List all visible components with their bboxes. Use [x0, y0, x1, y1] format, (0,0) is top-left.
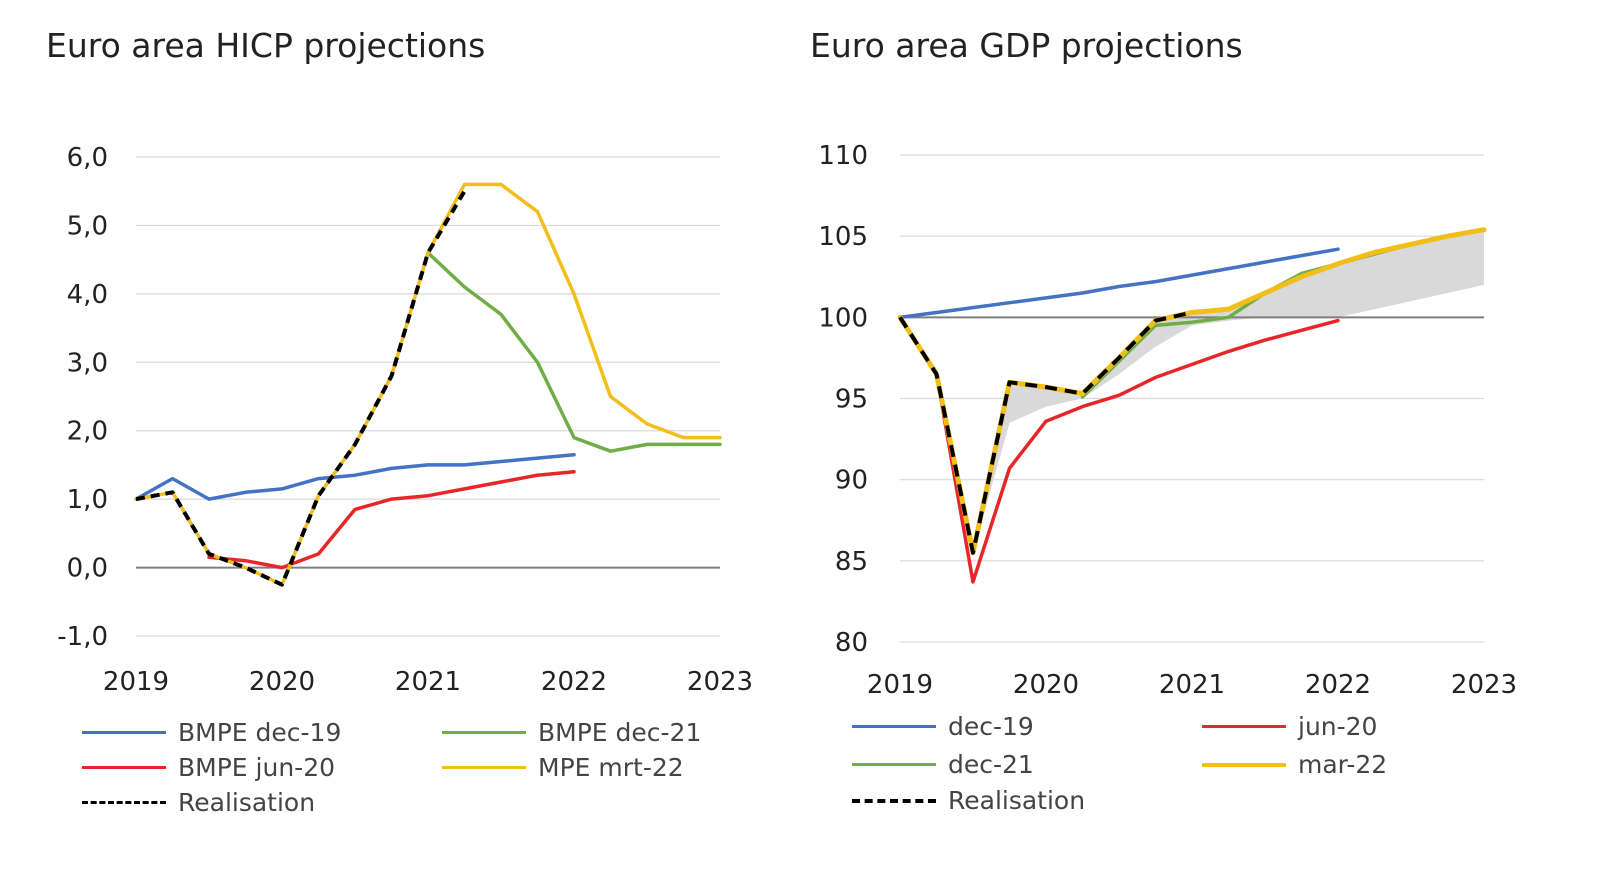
y-tick-label: 90: [835, 466, 868, 496]
series-line-bmpe-dec-21: [426, 251, 722, 453]
x-tick-label: 2019: [103, 667, 169, 697]
legend-label: BMPE dec-19: [178, 718, 342, 747]
y-tick-label: 80: [835, 628, 868, 658]
y-tick-label: 0,0: [67, 554, 108, 584]
legend-item-dec-19: dec-19: [852, 712, 1034, 741]
y-tick-label: 5,0: [67, 211, 108, 241]
gdp-chart: 80 85 90 95 100 105 110 2019 2020 2021 2022 2023: [818, 141, 1517, 700]
legend-label: BMPE dec-21: [538, 718, 702, 747]
x-tick-label: 2019: [867, 670, 933, 700]
hicp-chart-title: Euro area HICP projections: [46, 26, 486, 65]
legend-label: mar-22: [1298, 750, 1388, 779]
y-tick-label: 105: [818, 222, 868, 252]
y-tick-label: 95: [835, 385, 868, 415]
legend-label: jun-20: [1298, 712, 1378, 741]
legend-swatch: [852, 725, 936, 728]
y-tick-label: -1,0: [57, 622, 108, 652]
y-tick-label: 85: [835, 547, 868, 577]
gdp-chart-title: Euro area GDP projections: [810, 26, 1243, 65]
x-tick-label: 2023: [687, 667, 753, 697]
legend-item-dec-21: dec-21: [852, 750, 1034, 779]
legend-item-jun-20: jun-20: [1202, 712, 1377, 741]
y-tick-label: 4,0: [67, 280, 108, 310]
legend-item-realisation: Realisation: [82, 788, 315, 817]
series-line-bmpe-jun-20: [207, 470, 576, 570]
legend-label: Realisation: [178, 788, 316, 817]
y-tick-label: 6,0: [67, 143, 108, 173]
legend-item-mpe-mrt-22: MPE mrt-22: [442, 753, 684, 782]
legend-item-realisation: Realisation: [852, 786, 1085, 815]
legend-label: dec-19: [948, 712, 1034, 741]
legend-label: Realisation: [948, 786, 1086, 815]
gdp-chart-panel: Euro area GDP projections 80 85 90 95 100 105…: [800, 0, 1600, 879]
y-tick-label: 1,0: [67, 485, 108, 515]
legend-item-bmpe-dec-19: BMPE dec-19: [82, 718, 341, 747]
x-tick-label: 2020: [249, 667, 315, 697]
x-tick-label: 2023: [1451, 670, 1517, 700]
legend-swatch: [852, 798, 936, 803]
legend-swatch: [82, 801, 166, 804]
hicp-chart: -1,0 0,0 1,0 2,0 3,0 4,0 5,0 6,0 2019 2020 2021 202…: [57, 143, 753, 697]
uncertainty-band: [900, 229, 1484, 553]
legend-label: dec-21: [948, 750, 1034, 779]
y-tick-label: 100: [818, 303, 868, 333]
series-line-dec-19: [898, 247, 1340, 320]
series-line-realisation: [135, 190, 467, 587]
legend-swatch: [82, 766, 166, 769]
legend-swatch: [442, 731, 526, 734]
x-tick-label: 2022: [1305, 670, 1371, 700]
x-tick-label: 2020: [1013, 670, 1079, 700]
hicp-chart-panel: Euro area HICP projections -1,0 0,0 1,0 2,0…: [46, 26, 753, 817]
legend-swatch: [1202, 762, 1286, 767]
legend-item-bmpe-dec-21: BMPE dec-21: [442, 718, 701, 747]
y-tick-label: 2,0: [67, 417, 108, 447]
y-tick-label: 3,0: [67, 348, 108, 378]
x-tick-label: 2022: [541, 667, 607, 697]
legend-label: BMPE jun-20: [178, 753, 336, 782]
legend-item-mar-22: mar-22: [1202, 750, 1387, 779]
series-line-jun-20: [934, 318, 1340, 584]
x-tick-label: 2021: [395, 667, 461, 697]
legend-swatch: [82, 731, 166, 734]
legend-label: MPE mrt-22: [538, 753, 684, 782]
series-line-mpe-mrt-22: [134, 182, 722, 587]
series-line-realisation: [898, 310, 1193, 555]
legend-swatch: [1202, 725, 1286, 728]
y-tick-label: 110: [818, 141, 868, 171]
x-tick-label: 2021: [1159, 670, 1225, 700]
legend-swatch: [852, 763, 936, 766]
series-line-bmpe-dec-19: [134, 452, 576, 501]
legend-swatch: [442, 766, 526, 769]
legend-item-bmpe-jun-20: BMPE jun-20: [82, 753, 335, 782]
